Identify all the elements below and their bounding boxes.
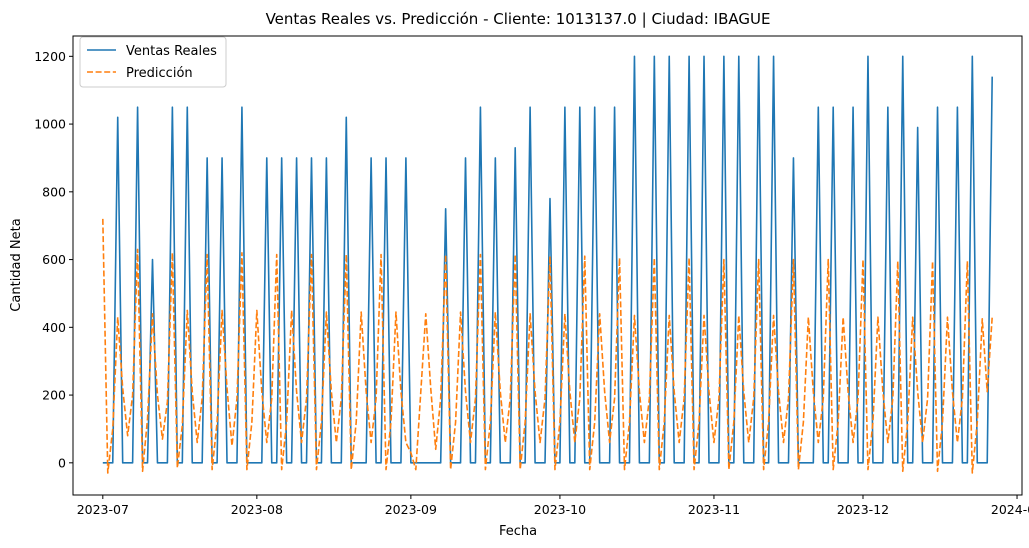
y-axis-title: Cantidad Neta: [9, 218, 24, 311]
series-line-ventas-reales: [102, 55, 993, 464]
y-tick-label: 200: [42, 388, 66, 403]
legend-label-ventas-reales: Ventas Reales: [126, 44, 217, 59]
chart-title: Ventas Reales vs. Predicción - Cliente: …: [266, 10, 771, 28]
plot-frame: [72, 35, 1023, 496]
x-tick-label: 2023-09: [385, 502, 437, 517]
y-tick-label: 400: [42, 320, 66, 335]
x-tick-label: 2023-08: [231, 502, 283, 517]
series-line-prediccion: [102, 218, 993, 474]
x-tick-label: 2023-10: [534, 502, 586, 517]
y-tick-label: 800: [42, 184, 66, 199]
y-tick-label: 0: [58, 455, 66, 470]
x-axis: 2023-07 2023-08 2023-09 2023-10 2023-11 2023-…: [77, 495, 1029, 517]
x-tick-label: 2023-07: [77, 502, 129, 517]
x-tick-label: 2024-01: [991, 502, 1029, 517]
legend: Ventas Reales Predicción: [79, 36, 227, 88]
x-tick-label: 2023-12: [837, 502, 889, 517]
x-tick-label: 2023-11: [688, 502, 740, 517]
x-axis-title: Fecha: [499, 524, 537, 539]
y-tick-label: 1200: [34, 49, 66, 64]
legend-label-prediccion: Predicción: [126, 66, 193, 81]
y-tick-label: 600: [42, 252, 66, 267]
series-layer: [102, 55, 993, 474]
y-axis: 0 200 400 600 800 1000 1200: [34, 49, 73, 470]
legend-box: [79, 36, 227, 88]
y-tick-label: 1000: [34, 117, 66, 132]
